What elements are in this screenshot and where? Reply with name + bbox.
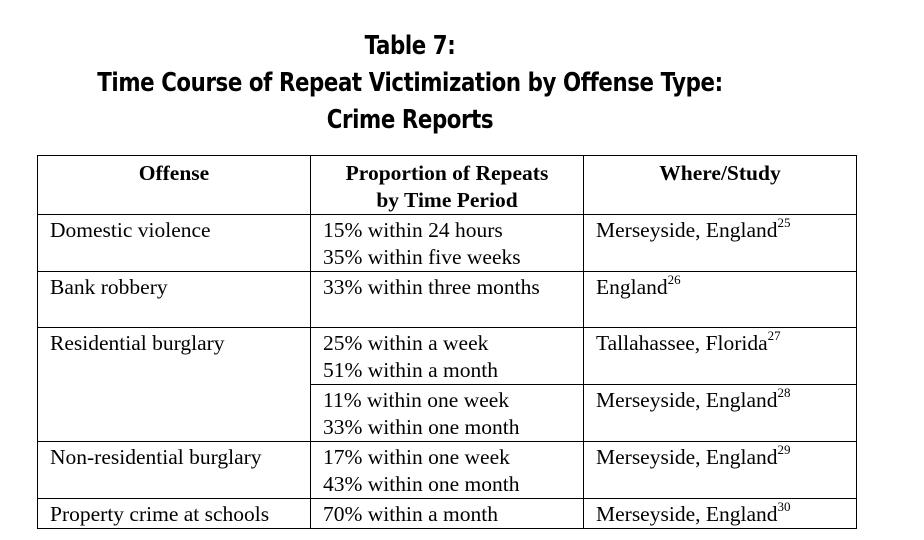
period-line: 35% within five weeks [323, 245, 521, 269]
where-text: Tallahassee, Florida [596, 331, 768, 355]
where-text: Merseyside, England [596, 502, 778, 526]
offense-cell: Domestic violence [37, 214, 311, 272]
period-line: 33% within one month [323, 415, 520, 439]
offense-cell: Bank robbery [37, 271, 311, 328]
period-line: 33% within three months [323, 275, 540, 299]
period-cell: 11% within one week 33% within one month [310, 384, 584, 442]
period-cell: 25% within a week 51% within a month [310, 327, 584, 385]
period-cell: 33% within three months [310, 271, 584, 328]
period-line: 70% within a month [323, 502, 498, 526]
where-text: England [596, 275, 668, 299]
offense-cell: Residential burglary [37, 327, 311, 442]
offense-cell: Property crime at schools [37, 498, 311, 529]
period-line: 11% within one week [323, 388, 510, 412]
period-cell: 70% within a month [310, 498, 584, 529]
period-line: 25% within a week [323, 331, 489, 355]
table-title: Table 7: Time Course of Repeat Victimiza… [74, 28, 746, 139]
table-row: Non-residential burglary 17% within one … [37, 441, 857, 499]
footnote-ref: 28 [777, 385, 791, 400]
table-row: Property crime at schools 70% within a m… [37, 498, 857, 529]
victimization-table: Offense Proportion of Repeats by Time Pe… [37, 155, 857, 529]
where-cell: Merseyside, England25 [583, 214, 857, 272]
footnote-ref: 30 [777, 499, 791, 514]
title-line-2: Time Course of Repeat Victimization by O… [97, 68, 723, 98]
where-cell: England26 [583, 271, 857, 328]
period-cell: 15% within 24 hours 35% within five week… [310, 214, 584, 272]
period-line: 43% within one month [323, 472, 520, 496]
header-proportion: Proportion of Repeats by Time Period [310, 155, 584, 215]
header-proportion-line-1: Proportion of Repeats [345, 161, 549, 185]
footnote-ref: 25 [777, 215, 791, 230]
where-cell: Merseyside, England30 [583, 498, 857, 529]
where-cell: Merseyside, England28 [583, 384, 857, 442]
where-cell: Tallahassee, Florida27 [583, 327, 857, 385]
header-where: Where/Study [583, 155, 857, 215]
title-line-1: Table 7: [364, 31, 456, 61]
where-text: Merseyside, England [596, 445, 778, 469]
where-text: Merseyside, England [596, 388, 778, 412]
table-row: Residential burglary 25% within a week 5… [37, 327, 857, 442]
header-row: Offense Proportion of Repeats by Time Pe… [37, 155, 857, 215]
footnote-ref: 27 [767, 328, 781, 343]
header-offense: Offense [37, 155, 311, 215]
offense-cell: Non-residential burglary [37, 441, 311, 499]
title-line-3: Crime Reports [326, 105, 494, 135]
where-text: Merseyside, England [596, 218, 778, 242]
table-row: Domestic violence 15% within 24 hours 35… [37, 214, 857, 272]
period-cell: 17% within one week 43% within one month [310, 441, 584, 499]
footnote-ref: 29 [777, 442, 791, 457]
where-cell: Merseyside, England29 [583, 441, 857, 499]
header-proportion-line-2: by Time Period [376, 188, 518, 212]
table-row: Bank robbery 33% within three months Eng… [37, 271, 857, 328]
footnote-ref: 26 [667, 272, 681, 287]
period-line: 17% within one week [323, 445, 510, 469]
period-line: 51% within a month [323, 358, 498, 382]
period-line: 15% within 24 hours [323, 218, 503, 242]
